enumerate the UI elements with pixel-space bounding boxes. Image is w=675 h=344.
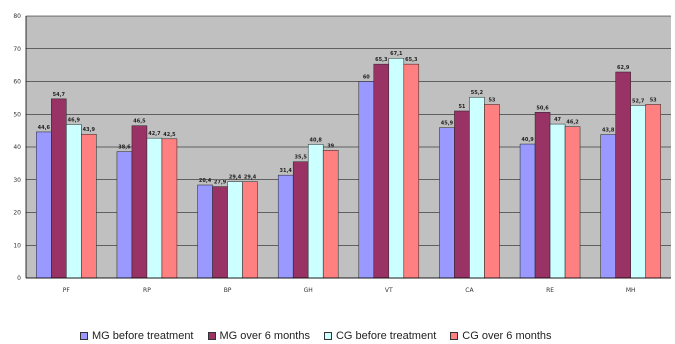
bar [615, 71, 631, 279]
bar [292, 161, 309, 279]
bar [116, 151, 133, 279]
y-tick-label: 50 [13, 111, 21, 118]
bar [146, 137, 163, 279]
x-tick-label: RP [143, 287, 151, 294]
bar [212, 186, 228, 279]
bar [600, 134, 616, 279]
bar [36, 131, 52, 279]
data-label: 45,9 [441, 121, 454, 127]
data-label: 53 [650, 97, 657, 103]
data-label: 65,3 [405, 57, 418, 63]
data-label: 29,4 [244, 175, 257, 181]
data-label: 51 [458, 104, 465, 110]
legend-label: MG over 6 months [219, 330, 310, 342]
data-label: 28,4 [199, 178, 212, 184]
bar [454, 110, 470, 279]
data-label: 44,6 [38, 125, 51, 131]
legend-item: CG before treatment [323, 330, 437, 342]
data-label: 31,4 [280, 168, 293, 174]
data-label: 27,9 [214, 180, 227, 186]
data-label: 46,2 [566, 120, 579, 126]
data-label: 43,8 [602, 128, 615, 134]
legend-label: MG before treatment [92, 330, 194, 342]
bar [564, 126, 581, 279]
legend-swatch [207, 332, 216, 340]
bar [322, 150, 339, 279]
bar [307, 144, 324, 279]
data-label: 39 [327, 143, 334, 149]
data-label: 55,2 [471, 90, 484, 96]
x-tick-label: GH [304, 287, 313, 294]
bar [519, 143, 536, 279]
data-label: 29,4 [229, 175, 242, 181]
bar [131, 125, 148, 279]
y-tick-label: 40 [13, 144, 21, 151]
legend-swatch [323, 332, 332, 340]
bar [373, 63, 390, 279]
data-label: 38,6 [118, 145, 131, 151]
data-label: 43,9 [83, 127, 96, 133]
x-tick-label: MH [626, 287, 636, 294]
data-label: 60 [363, 75, 370, 81]
y-tick-label: 70 [13, 46, 21, 53]
data-label: 54,7 [53, 92, 66, 98]
legend-item: MG before treatment [80, 330, 194, 342]
legend-label: CG before treatment [335, 330, 437, 342]
bar [484, 104, 500, 279]
data-label: 46,9 [68, 117, 81, 123]
x-tick-label: CA [465, 287, 474, 294]
legend-item: CG over 6 months [450, 330, 552, 342]
data-label: 50,6 [536, 105, 549, 111]
bar [161, 138, 178, 279]
data-label: 67,1 [390, 51, 403, 57]
y-tick-label: 80 [13, 13, 21, 20]
bar [66, 124, 82, 279]
legend-label: CG over 6 months [462, 330, 552, 342]
data-label: 42,7 [148, 131, 161, 137]
legend-swatch [80, 332, 88, 340]
bar [469, 96, 485, 279]
x-tick-label: VT [385, 287, 393, 294]
bar [358, 81, 375, 279]
data-label: 40,8 [310, 137, 323, 143]
x-tick-label: RE [546, 287, 554, 294]
data-label: 47 [554, 117, 561, 123]
y-tick-label: 10 [13, 242, 21, 249]
y-tick-label: 0 [17, 275, 21, 282]
data-label: 40,9 [521, 137, 534, 143]
bar [630, 105, 646, 279]
data-label: 46,5 [133, 119, 146, 125]
bar [645, 104, 661, 279]
bar [388, 57, 405, 279]
data-label: 52,7 [632, 98, 645, 104]
bar [81, 133, 97, 279]
data-label: 53 [488, 97, 495, 103]
bar [403, 63, 420, 279]
data-label: 35,5 [295, 155, 308, 161]
bar [242, 181, 258, 279]
legend-swatch [450, 332, 459, 340]
bar [227, 181, 243, 279]
chart-legend: MG before treatment MG over 6 months CG … [80, 330, 552, 342]
y-tick-label: 20 [13, 210, 21, 217]
bar [439, 127, 455, 279]
bar [197, 184, 213, 279]
y-tick-label: 30 [13, 177, 21, 184]
data-label: 42,5 [163, 132, 176, 138]
y-tick-label: 60 [13, 79, 21, 86]
data-label: 65,3 [375, 57, 388, 63]
bar [549, 123, 566, 279]
data-label: 62,9 [617, 65, 630, 71]
x-tick-label: BP [224, 287, 232, 294]
bar [277, 174, 294, 279]
legend-item: MG over 6 months [207, 330, 310, 342]
bar [534, 112, 551, 279]
bar [51, 98, 67, 279]
x-tick-label: PF [63, 287, 71, 294]
